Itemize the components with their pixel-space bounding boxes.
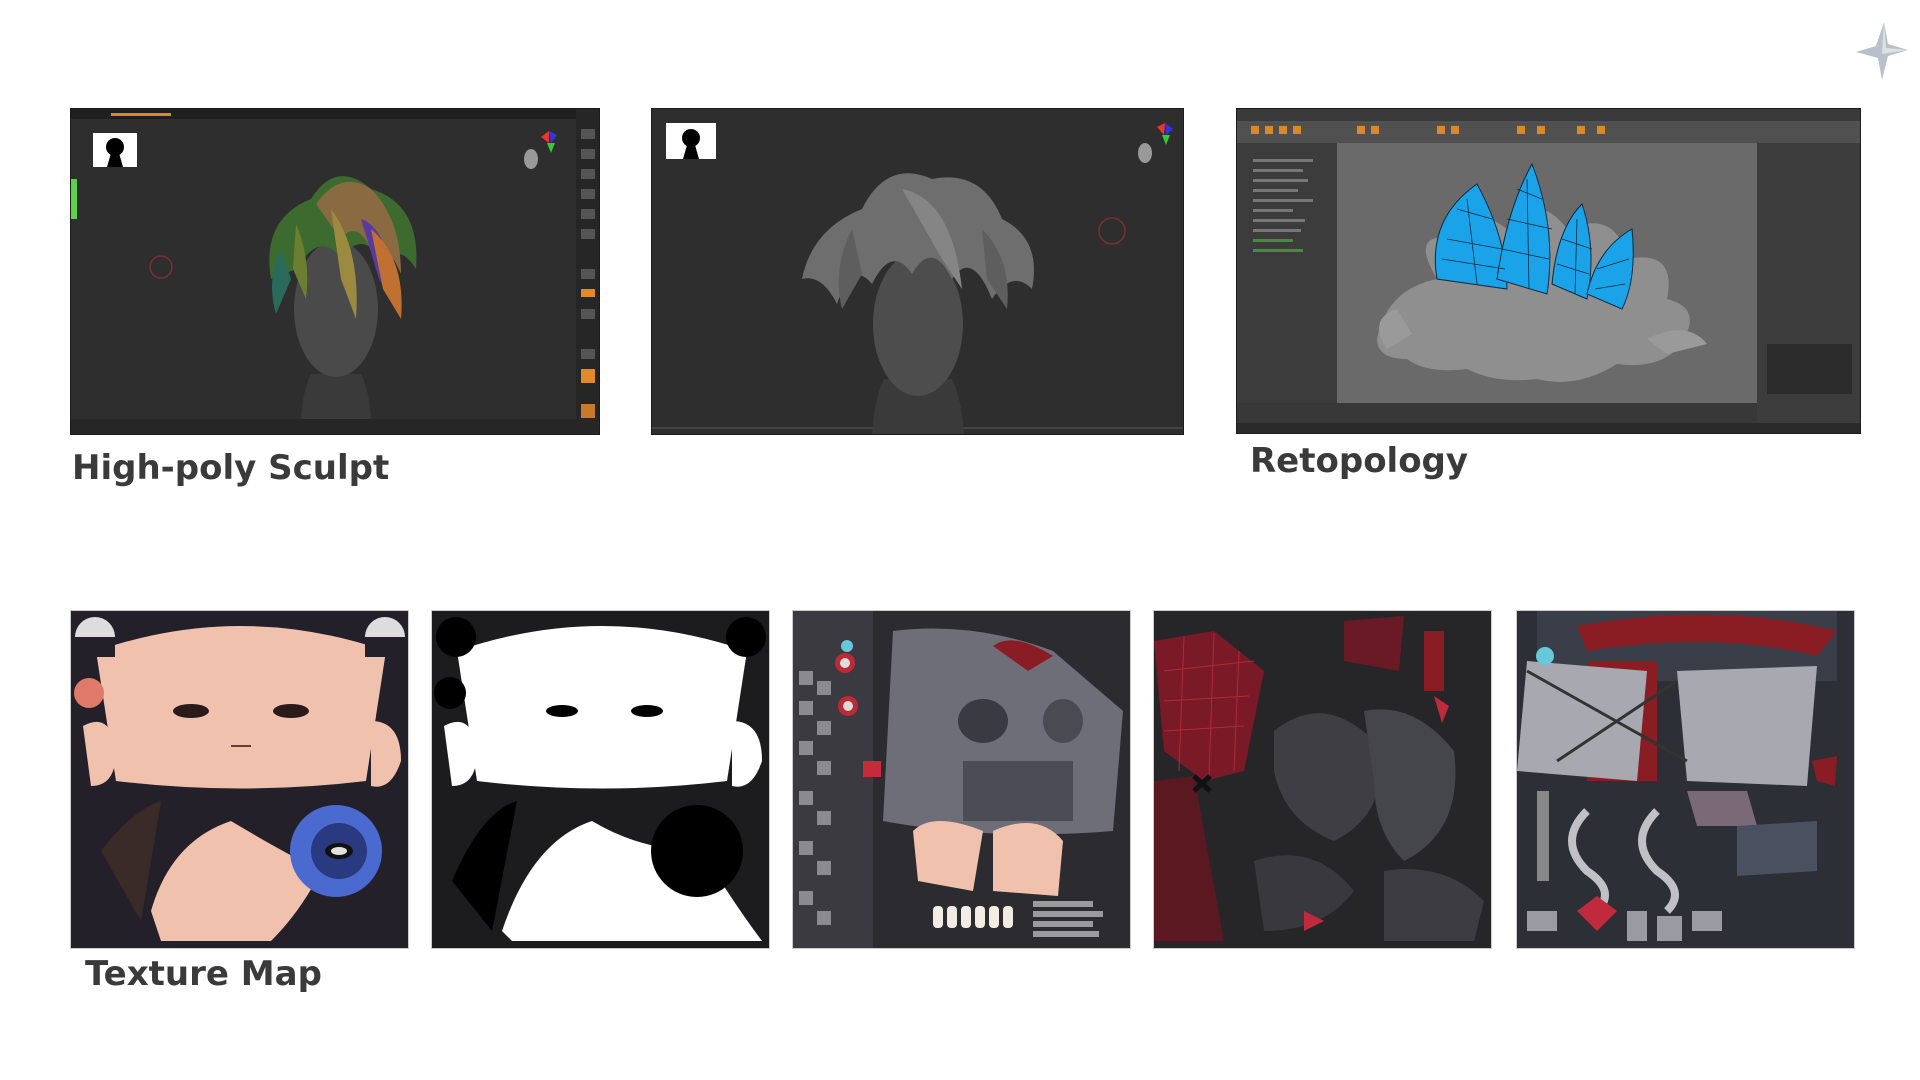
axis-gizmo-icon [524,131,557,169]
retopology-label: Retopology [1250,441,1469,481]
head-silhouette-icon [666,123,716,159]
retopology-viewport [1236,108,1861,434]
head-silhouette-icon [93,133,137,167]
texture-map-face-mask [431,610,770,949]
texture-map-face-color [70,610,409,949]
texture-map-armor-atlas [1516,610,1855,949]
sparkle-star-icon [1856,22,1908,80]
high-poly-sculpt-label: High-poly Sculpt [72,448,390,488]
texture-map-label: Texture Map [85,954,322,994]
sculpt-viewport-grey [651,108,1184,435]
texture-map-body-atlas [792,610,1131,949]
sculpt-viewport-colored [70,108,600,435]
texture-map-cloth-atlas [1153,610,1492,949]
axis-gizmo-icon [1138,123,1173,163]
